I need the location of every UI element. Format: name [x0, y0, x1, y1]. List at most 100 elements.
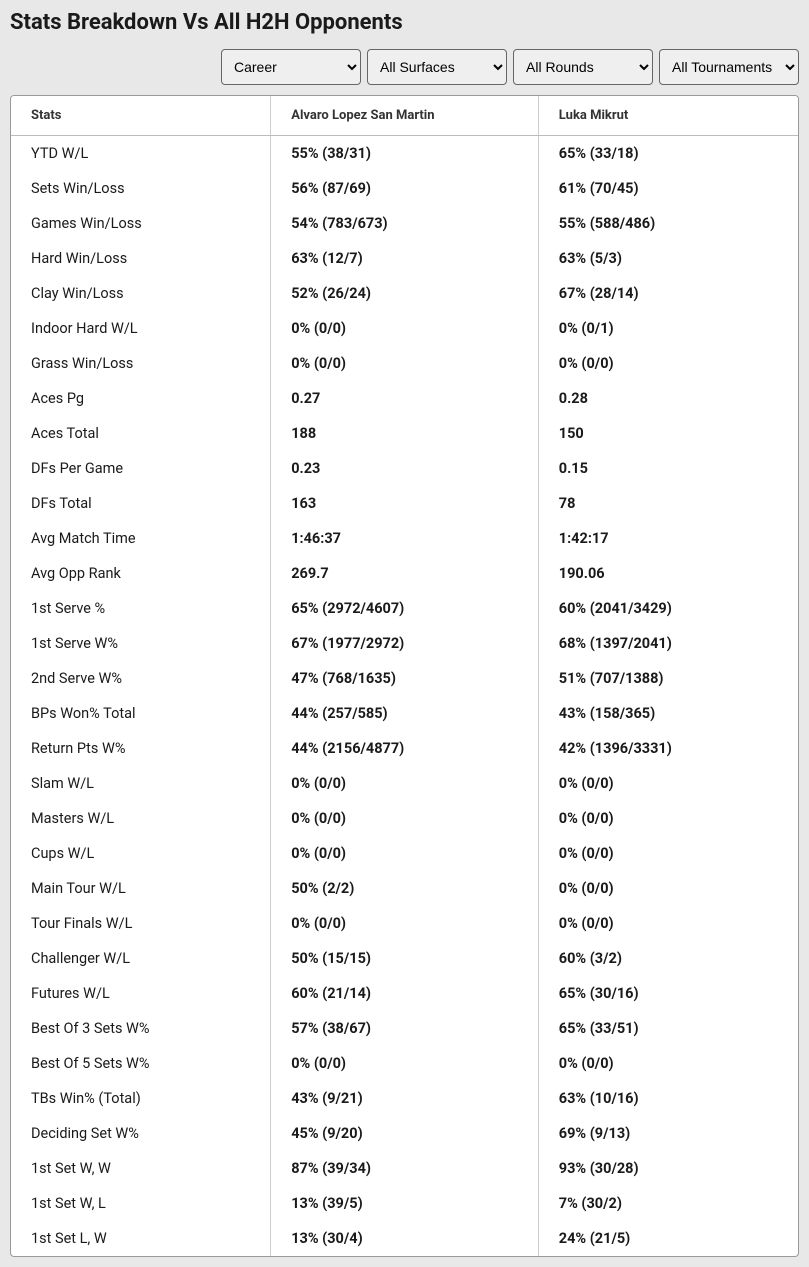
stat-label: 1st Set W, L [11, 1186, 271, 1221]
stat-value-player1: 50% (2/2) [271, 871, 539, 906]
stat-label: Return Pts W% [11, 731, 271, 766]
stat-value-player2: 65% (33/51) [538, 1011, 798, 1046]
stat-value-player1: 56% (87/69) [271, 171, 539, 206]
stat-value-player2: 63% (10/16) [538, 1081, 798, 1116]
table-row: Deciding Set W%45% (9/20)69% (9/13) [11, 1116, 798, 1151]
page-title: Stats Breakdown Vs All H2H Opponents [10, 10, 799, 35]
stat-value-player2: 67% (28/14) [538, 276, 798, 311]
table-row: Sets Win/Loss56% (87/69)61% (70/45) [11, 171, 798, 206]
stat-label: Avg Match Time [11, 521, 271, 556]
stat-value-player2: 69% (9/13) [538, 1116, 798, 1151]
stats-table-wrap: Stats Alvaro Lopez San Martin Luka Mikru… [10, 95, 799, 1257]
stat-label: Indoor Hard W/L [11, 311, 271, 346]
stat-value-player2: 0.15 [538, 451, 798, 486]
stat-label: 2nd Serve W% [11, 661, 271, 696]
stat-value-player1: 63% (12/7) [271, 241, 539, 276]
round-select[interactable]: All Rounds [513, 49, 653, 85]
stat-value-player2: 63% (5/3) [538, 241, 798, 276]
stat-value-player2: 60% (2041/3429) [538, 591, 798, 626]
stat-label: Hard Win/Loss [11, 241, 271, 276]
table-row: Games Win/Loss54% (783/673)55% (588/486) [11, 206, 798, 241]
stat-value-player1: 0% (0/0) [271, 766, 539, 801]
table-row: Best Of 3 Sets W%57% (38/67)65% (33/51) [11, 1011, 798, 1046]
stat-value-player2: 60% (3/2) [538, 941, 798, 976]
stat-value-player1: 57% (38/67) [271, 1011, 539, 1046]
stat-label: Games Win/Loss [11, 206, 271, 241]
stat-label: Aces Total [11, 416, 271, 451]
stat-value-player2: 0% (0/0) [538, 871, 798, 906]
stat-label: YTD W/L [11, 136, 271, 172]
stat-label: Best Of 3 Sets W% [11, 1011, 271, 1046]
stat-value-player1: 13% (30/4) [271, 1221, 539, 1256]
stat-value-player2: 24% (21/5) [538, 1221, 798, 1256]
table-row: TBs Win% (Total)43% (9/21)63% (10/16) [11, 1081, 798, 1116]
table-row: Main Tour W/L50% (2/2)0% (0/0) [11, 871, 798, 906]
stat-value-player1: 0% (0/0) [271, 906, 539, 941]
filters-bar: Career All Surfaces All Rounds All Tourn… [10, 49, 799, 85]
stat-value-player1: 1:46:37 [271, 521, 539, 556]
stat-value-player1: 87% (39/34) [271, 1151, 539, 1186]
table-row: Slam W/L0% (0/0)0% (0/0) [11, 766, 798, 801]
stat-label: Avg Opp Rank [11, 556, 271, 591]
stat-value-player1: 44% (257/585) [271, 696, 539, 731]
stat-label: Tour Finals W/L [11, 906, 271, 941]
stat-value-player1: 0% (0/0) [271, 346, 539, 381]
stat-value-player1: 60% (21/14) [271, 976, 539, 1011]
stat-value-player2: 43% (158/365) [538, 696, 798, 731]
stat-value-player2: 0% (0/0) [538, 766, 798, 801]
stat-label: DFs Total [11, 486, 271, 521]
stat-label: Futures W/L [11, 976, 271, 1011]
stat-value-player1: 43% (9/21) [271, 1081, 539, 1116]
table-row: 1st Serve %65% (2972/4607)60% (2041/3429… [11, 591, 798, 626]
stats-table: Stats Alvaro Lopez San Martin Luka Mikru… [11, 96, 798, 1256]
table-row: 1st Set L, W13% (30/4)24% (21/5) [11, 1221, 798, 1256]
stat-value-player2: 0% (0/0) [538, 801, 798, 836]
stat-value-player1: 163 [271, 486, 539, 521]
stat-label: Clay Win/Loss [11, 276, 271, 311]
stat-value-player2: 0% (0/1) [538, 311, 798, 346]
stat-value-player2: 68% (1397/2041) [538, 626, 798, 661]
table-row: Challenger W/L50% (15/15)60% (3/2) [11, 941, 798, 976]
stat-value-player2: 78 [538, 486, 798, 521]
stat-label: DFs Per Game [11, 451, 271, 486]
table-row: Indoor Hard W/L0% (0/0)0% (0/1) [11, 311, 798, 346]
stat-label: BPs Won% Total [11, 696, 271, 731]
period-select[interactable]: Career [221, 49, 361, 85]
stat-value-player1: 0% (0/0) [271, 311, 539, 346]
stat-value-player2: 0% (0/0) [538, 836, 798, 871]
table-row: 1st Set W, L13% (39/5)7% (30/2) [11, 1186, 798, 1221]
surface-select[interactable]: All Surfaces [367, 49, 507, 85]
stat-value-player2: 150 [538, 416, 798, 451]
table-row: Grass Win/Loss0% (0/0)0% (0/0) [11, 346, 798, 381]
stat-value-player1: 65% (2972/4607) [271, 591, 539, 626]
col-header-player2: Luka Mikrut [538, 96, 798, 136]
stat-label: Masters W/L [11, 801, 271, 836]
table-row: 1st Serve W%67% (1977/2972)68% (1397/204… [11, 626, 798, 661]
table-row: Hard Win/Loss63% (12/7)63% (5/3) [11, 241, 798, 276]
stat-value-player1: 50% (15/15) [271, 941, 539, 976]
table-row: Best Of 5 Sets W%0% (0/0)0% (0/0) [11, 1046, 798, 1081]
stat-label: Best Of 5 Sets W% [11, 1046, 271, 1081]
col-header-player1: Alvaro Lopez San Martin [271, 96, 539, 136]
stat-label: Slam W/L [11, 766, 271, 801]
stat-value-player1: 55% (38/31) [271, 136, 539, 172]
stat-label: Grass Win/Loss [11, 346, 271, 381]
stat-label: 1st Set L, W [11, 1221, 271, 1256]
table-row: 1st Set W, W87% (39/34)93% (30/28) [11, 1151, 798, 1186]
stat-label: 1st Serve % [11, 591, 271, 626]
tournament-select[interactable]: All Tournaments [659, 49, 799, 85]
stat-value-player2: 0% (0/0) [538, 906, 798, 941]
stat-value-player1: 0.23 [271, 451, 539, 486]
stat-value-player2: 0% (0/0) [538, 1046, 798, 1081]
stat-value-player1: 45% (9/20) [271, 1116, 539, 1151]
table-row: Tour Finals W/L0% (0/0)0% (0/0) [11, 906, 798, 941]
stat-value-player2: 51% (707/1388) [538, 661, 798, 696]
table-row: Clay Win/Loss52% (26/24)67% (28/14) [11, 276, 798, 311]
table-row: Return Pts W%44% (2156/4877)42% (1396/33… [11, 731, 798, 766]
table-row: Avg Match Time1:46:371:42:17 [11, 521, 798, 556]
stat-label: Challenger W/L [11, 941, 271, 976]
stat-value-player1: 0.27 [271, 381, 539, 416]
stat-value-player2: 7% (30/2) [538, 1186, 798, 1221]
stat-value-player2: 65% (33/18) [538, 136, 798, 172]
stat-label: Main Tour W/L [11, 871, 271, 906]
